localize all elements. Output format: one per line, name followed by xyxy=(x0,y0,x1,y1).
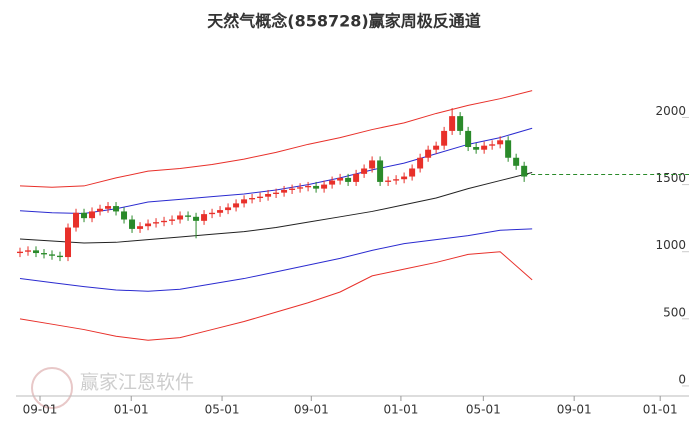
y-tick-label: 1500 xyxy=(655,171,686,185)
candle-body xyxy=(465,130,472,148)
candle-body xyxy=(337,177,344,181)
channel-line xyxy=(19,251,533,341)
watermark-logo xyxy=(31,367,73,409)
candle-body xyxy=(121,211,128,220)
candle-body xyxy=(369,160,376,169)
candle-body xyxy=(481,145,488,150)
candle-body xyxy=(473,147,480,150)
candle-body xyxy=(241,199,248,204)
candle-body xyxy=(521,165,528,177)
candle-body xyxy=(49,254,56,256)
candle-body xyxy=(225,207,232,211)
candle-body xyxy=(289,188,296,190)
candle-body xyxy=(89,211,96,219)
channel-line xyxy=(19,228,533,292)
x-tick-label: 09-01 xyxy=(557,403,592,417)
candle-body xyxy=(105,206,112,209)
candle-body xyxy=(321,184,328,189)
x-tick-label: 01-01 xyxy=(643,403,678,417)
candle-body xyxy=(313,185,320,189)
candle-body xyxy=(193,216,200,221)
candle-body xyxy=(361,168,368,174)
candle-body xyxy=(81,212,88,219)
candle-body xyxy=(137,226,144,229)
candle-body xyxy=(113,206,120,212)
candle-body xyxy=(497,140,504,145)
candle-body xyxy=(169,219,176,221)
channel-line xyxy=(19,172,533,244)
candle-body xyxy=(345,177,352,182)
candle-body xyxy=(57,255,64,258)
candle-body xyxy=(97,208,104,212)
candle-body xyxy=(17,251,24,254)
candle-body xyxy=(505,140,512,158)
candle-body xyxy=(201,214,208,221)
candle-body xyxy=(513,157,520,166)
candle-body xyxy=(353,173,360,182)
candle-body xyxy=(385,180,392,182)
candle-body xyxy=(449,116,456,131)
candle-body xyxy=(377,160,384,182)
candle-body xyxy=(25,250,32,252)
candle-body xyxy=(265,193,272,197)
candle-body xyxy=(177,215,184,220)
y-tick-label: 500 xyxy=(663,305,686,319)
y-tick-label: 1000 xyxy=(655,238,686,252)
candle-body xyxy=(161,220,168,223)
candle-body xyxy=(457,116,464,131)
x-tick-label: 05-01 xyxy=(466,403,501,417)
candle-body xyxy=(281,189,288,193)
candle-body xyxy=(297,187,304,189)
x-tick-label: 09-01 xyxy=(23,403,58,417)
channel-line xyxy=(19,90,533,188)
x-tick-label: 01-01 xyxy=(114,403,149,417)
candle-body xyxy=(233,203,240,208)
candle-body xyxy=(153,222,160,224)
candle-body xyxy=(393,179,400,181)
x-tick-label: 01-01 xyxy=(383,403,418,417)
candle-body xyxy=(209,212,216,215)
candle-body xyxy=(425,149,432,158)
x-tick-label: 09-01 xyxy=(294,403,329,417)
candle-body xyxy=(441,130,448,146)
candle-body xyxy=(273,192,280,194)
candle-body xyxy=(401,176,408,180)
candle-body xyxy=(433,145,440,150)
chart-title: 天然气概念(858728)赢家周极反通道 xyxy=(207,12,480,31)
candle-body xyxy=(33,250,40,254)
y-tick-label: 0 xyxy=(678,372,686,386)
watermark: 赢家江恩软件 xyxy=(80,372,194,394)
candle-body xyxy=(65,227,72,258)
candle-body xyxy=(329,180,336,185)
candle-body xyxy=(417,157,424,169)
channel-line xyxy=(19,127,533,214)
candle-body xyxy=(185,215,192,217)
candle-body xyxy=(73,212,80,228)
x-tick-label: 05-01 xyxy=(205,403,240,417)
candle-body xyxy=(489,144,496,146)
candle-body xyxy=(305,185,312,188)
candle-body xyxy=(129,219,136,229)
y-tick-label: 2000 xyxy=(655,104,686,118)
candle-body xyxy=(145,223,152,227)
candle-body xyxy=(249,198,256,200)
candle-body xyxy=(41,253,48,255)
candle-body xyxy=(257,196,264,199)
candle-body xyxy=(217,210,224,213)
candle-body xyxy=(409,168,416,177)
